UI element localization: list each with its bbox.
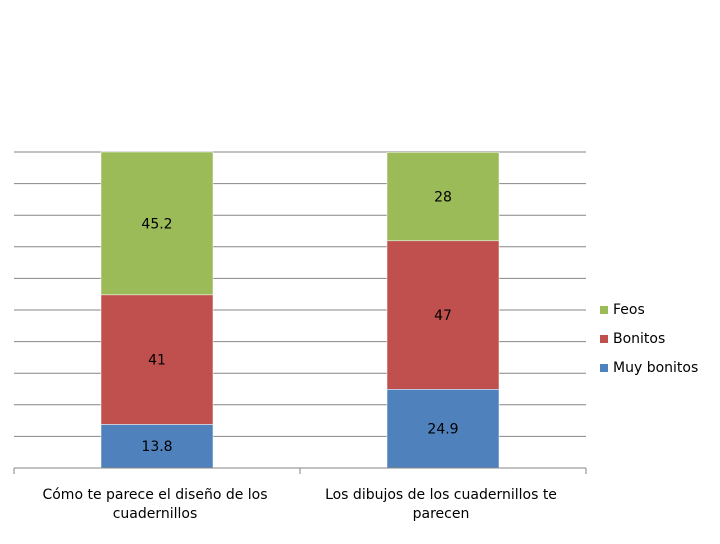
legend-label-feos: Feos <box>613 302 645 318</box>
x-axis <box>13 467 587 474</box>
bars <box>100 151 500 469</box>
category-label-0: Cómo te parece el diseño de los cuaderni… <box>42 487 268 522</box>
data-label: 28 <box>434 190 452 206</box>
bar-segment <box>386 152 500 242</box>
legend-swatch-bonitos <box>600 335 608 343</box>
category-label-1: Los dibujos de los cuadernillos te parec… <box>325 487 557 522</box>
legend-item-feos: Feos <box>600 302 645 318</box>
bar-segment <box>100 424 214 469</box>
legend-item-muy-bonitos: Muy bonitos <box>600 360 698 376</box>
legend-swatch-feos <box>600 306 608 314</box>
data-label: 47 <box>434 308 452 324</box>
legend-swatch-muy-bonitos <box>600 364 608 372</box>
data-label: 41 <box>148 353 166 369</box>
legend-item-bonitos: Bonitos <box>600 331 665 347</box>
bar-segment <box>100 151 214 296</box>
legend-label-muy-bonitos: Muy bonitos <box>613 360 699 376</box>
gridlines <box>14 151 586 469</box>
bar-segment <box>100 294 214 425</box>
data-label: 13.8 <box>141 439 172 455</box>
data-label: 24.9 <box>427 422 458 438</box>
bar-segment <box>386 240 500 390</box>
data-labels: 13.8 41 45.2 24.9 47 28 <box>141 190 458 456</box>
legend-label-bonitos: Bonitos <box>613 331 666 347</box>
data-label: 45.2 <box>141 216 172 232</box>
bar-segment <box>386 389 500 469</box>
